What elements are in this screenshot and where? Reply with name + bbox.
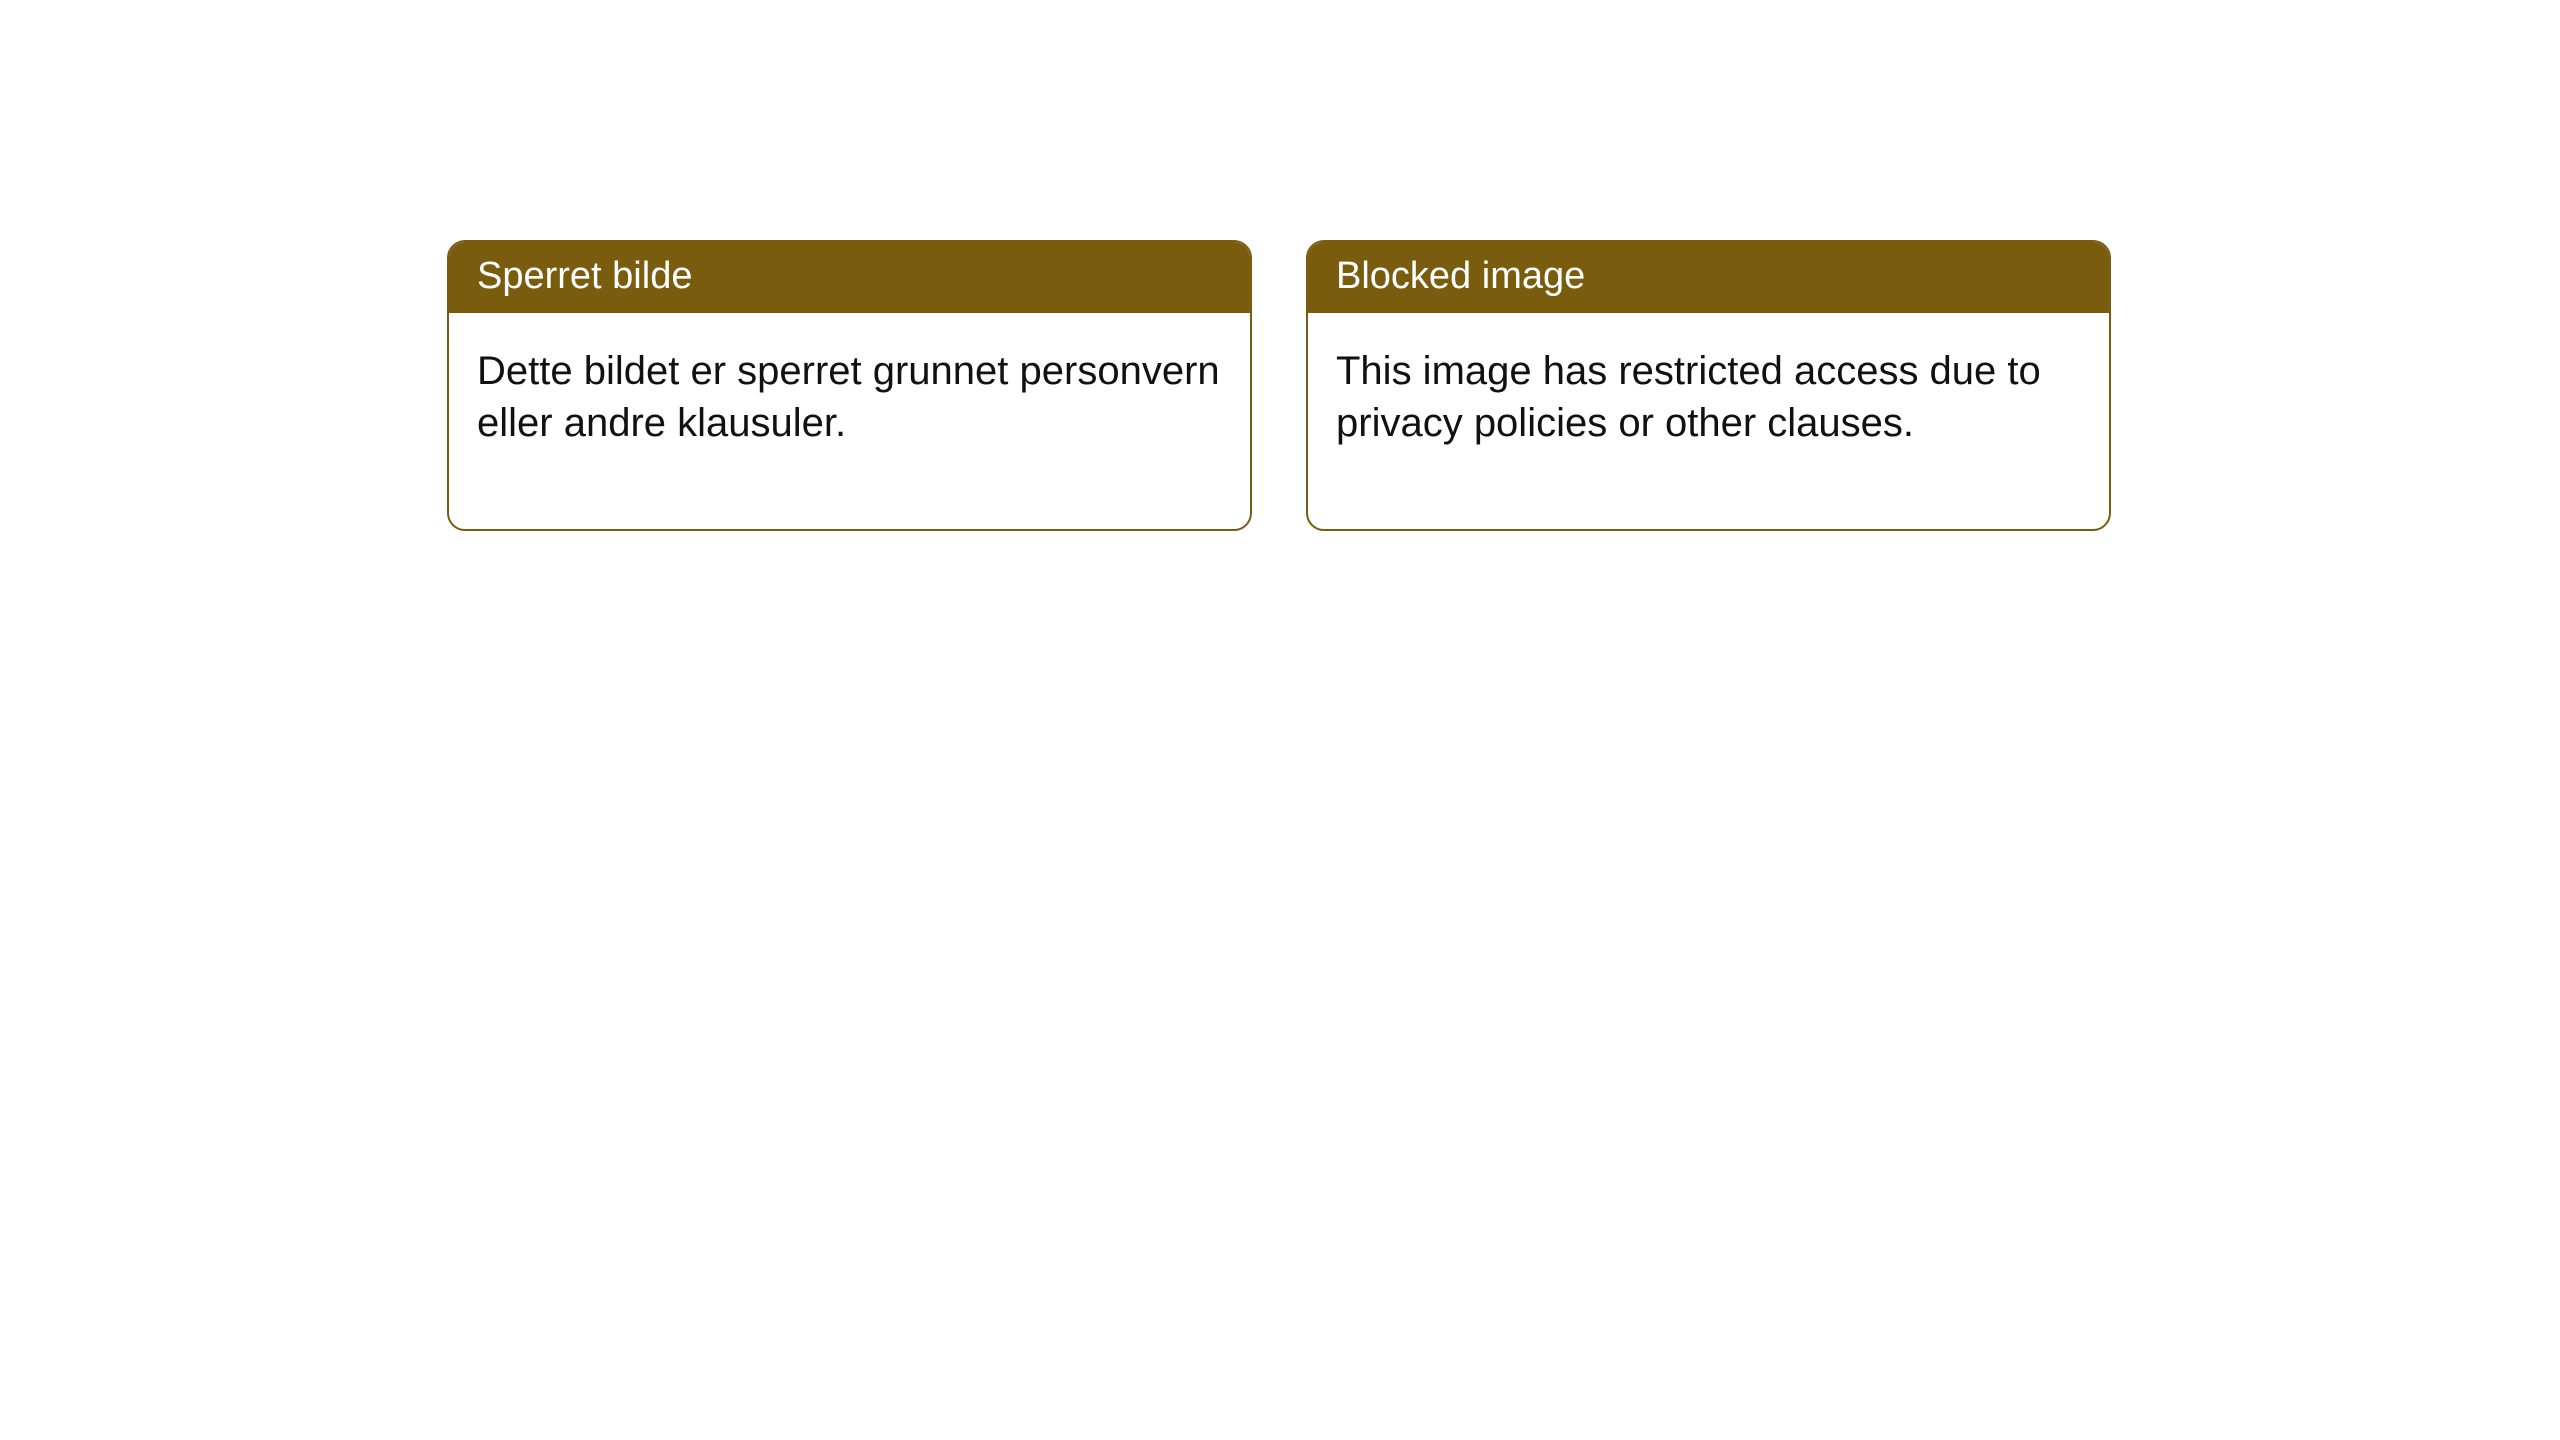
card-header: Sperret bilde [449, 242, 1250, 313]
card-body-text: Dette bildet er sperret grunnet personve… [477, 349, 1220, 445]
card-body: This image has restricted access due to … [1308, 313, 2109, 529]
card-title: Sperret bilde [477, 255, 692, 297]
notice-container: Sperret bilde Dette bildet er sperret gr… [0, 0, 2560, 531]
card-header: Blocked image [1308, 242, 2109, 313]
card-body: Dette bildet er sperret grunnet personve… [449, 313, 1250, 529]
card-title: Blocked image [1336, 255, 1585, 297]
card-body-text: This image has restricted access due to … [1336, 349, 2041, 445]
notice-card-english: Blocked image This image has restricted … [1306, 240, 2111, 531]
notice-card-norwegian: Sperret bilde Dette bildet er sperret gr… [447, 240, 1252, 531]
